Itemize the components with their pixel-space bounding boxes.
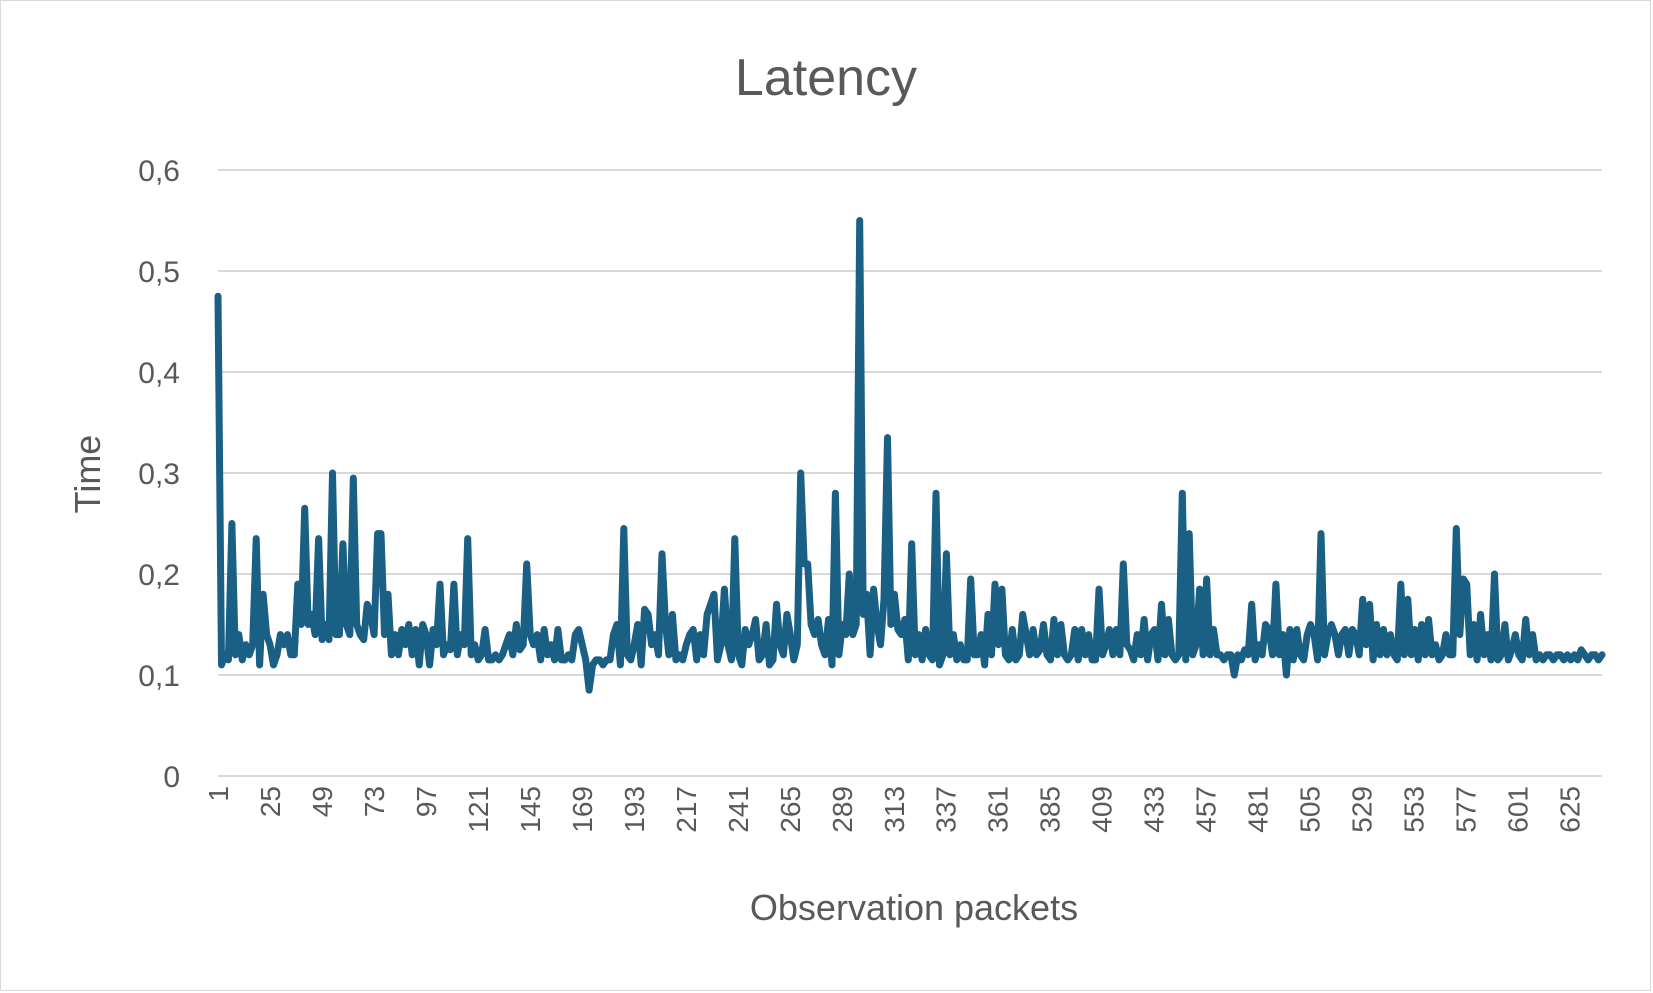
x-tick-label: 409 — [1087, 786, 1118, 833]
x-tick-label: 433 — [1139, 786, 1170, 833]
x-tick-label: 1 — [203, 786, 234, 802]
x-tick-label: 217 — [671, 786, 702, 833]
x-tick-label: 313 — [879, 786, 910, 833]
y-tick-label: 0,5 — [138, 256, 180, 289]
x-tick-label: 73 — [359, 786, 390, 817]
x-tick-label: 529 — [1347, 786, 1378, 833]
x-tick-label: 601 — [1503, 786, 1534, 833]
x-tick-label: 457 — [1191, 786, 1222, 833]
x-tick-label: 505 — [1295, 786, 1326, 833]
x-tick-label: 337 — [931, 786, 962, 833]
latency-series-line — [214, 217, 1606, 694]
x-tick-label: 145 — [515, 786, 546, 833]
x-tick-label: 121 — [463, 786, 494, 833]
x-tick-label: 97 — [411, 786, 442, 817]
x-tick-label: 265 — [775, 786, 806, 833]
x-tick-label: 481 — [1243, 786, 1274, 833]
y-tick-label: 0,4 — [138, 357, 180, 390]
y-tick-label: 0 — [163, 761, 180, 794]
x-tick-label: 241 — [723, 786, 754, 833]
y-axis-title: Time — [67, 435, 108, 514]
x-axis-title: Observation packets — [750, 887, 1078, 928]
x-tick-label: 625 — [1555, 786, 1586, 833]
x-axis-ticks: 1 25 49 73 97 121 145 169 193 217 241 265 289 313 337 3… — [203, 786, 1586, 833]
x-tick-label: 25 — [255, 786, 286, 817]
x-tick-label: 361 — [983, 786, 1014, 833]
y-tick-label: 0,6 — [138, 155, 180, 188]
x-tick-label: 577 — [1451, 786, 1482, 833]
x-tick-label: 193 — [619, 786, 650, 833]
y-tick-label: 0,1 — [138, 660, 180, 693]
x-tick-label: 553 — [1399, 786, 1430, 833]
gridlines — [218, 169, 1602, 777]
chart-title: Latency — [735, 49, 917, 107]
y-axis-ticks: 0 0,1 0,2 0,3 0,4 0,5 0,6 — [138, 155, 180, 794]
y-tick-label: 0,2 — [138, 559, 180, 592]
x-tick-label: 385 — [1035, 786, 1066, 833]
x-tick-label: 169 — [567, 786, 598, 833]
y-tick-label: 0,3 — [138, 458, 180, 491]
x-tick-label: 289 — [827, 786, 858, 833]
x-tick-label: 49 — [307, 786, 338, 817]
